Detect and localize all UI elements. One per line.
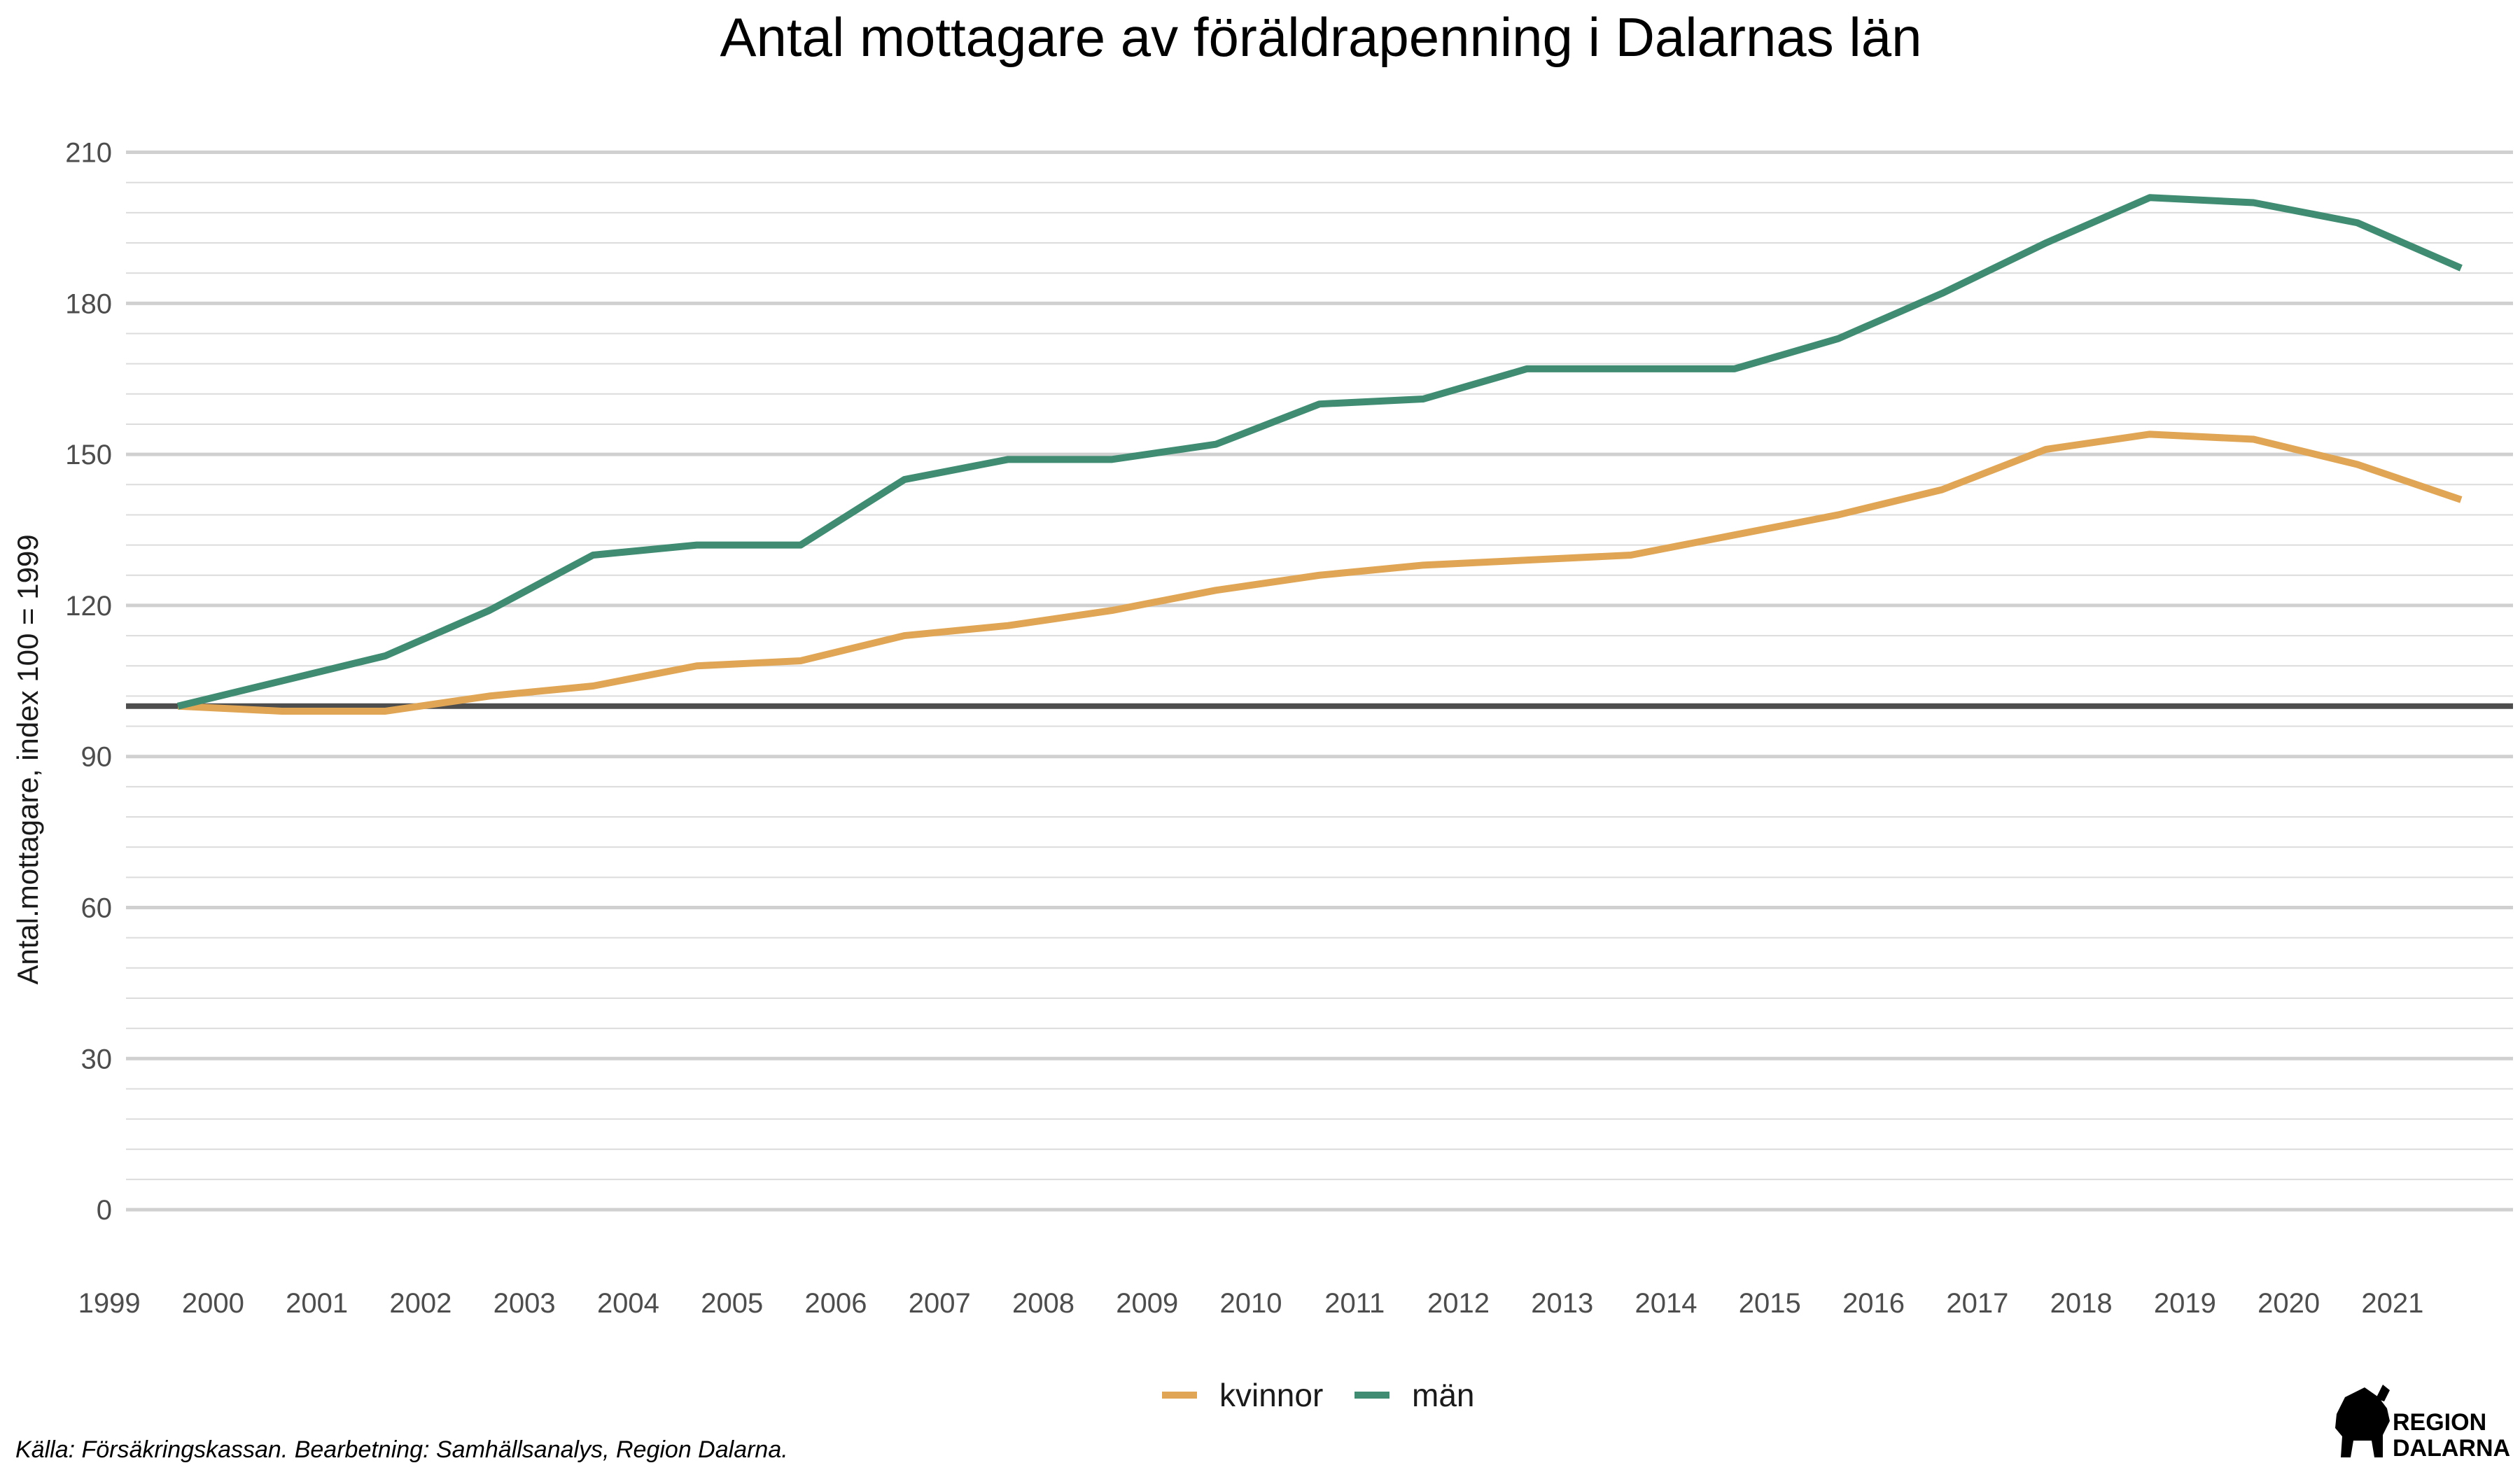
series-lines: [176, 194, 2463, 715]
y-tick-label: 210: [65, 138, 112, 169]
y-tick-label: 180: [65, 288, 112, 319]
series-line-man: [176, 194, 2463, 710]
logo-text-region: REGION: [2393, 1409, 2486, 1436]
x-tick-label: 2007: [909, 1288, 971, 1319]
y-tick-label: 120: [65, 591, 112, 622]
x-tick-label: 2013: [1531, 1288, 1593, 1319]
series-line-kvinnor: [177, 430, 2463, 715]
source-caption: Källa: Försäkringskassan. Bearbetning: S…: [15, 1436, 788, 1463]
y-tick-label: 60: [81, 892, 113, 923]
y-tick-label: 30: [81, 1044, 113, 1074]
x-tick-label: 2014: [1635, 1288, 1698, 1319]
x-tick-label: 2019: [2154, 1288, 2216, 1319]
x-tick-label: 1999: [78, 1288, 141, 1319]
x-tick-label: 2009: [1116, 1288, 1178, 1319]
x-tick-label: 2020: [2258, 1288, 2320, 1319]
region-dalarna-logo: REGION DALARNA: [2335, 1385, 2510, 1462]
chart-title: Antal mottagare av föräldrapenning i Dal…: [720, 6, 1921, 68]
x-tick-label: 2000: [182, 1288, 244, 1319]
x-tick-label: 2015: [1739, 1288, 1801, 1319]
x-tick-label: 2010: [1220, 1288, 1282, 1319]
x-tick-label: 2018: [2050, 1288, 2113, 1319]
legend-label-kvinnor: kvinnor: [1219, 1377, 1323, 1413]
x-tick-label: 2005: [701, 1288, 763, 1319]
x-tick-label: 2011: [1324, 1288, 1385, 1319]
y-tick-label: 0: [97, 1195, 112, 1226]
y-tick-label: 150: [65, 440, 112, 470]
y-axis-ticks: 0 30 60 90 120 150 180 210: [65, 138, 112, 1226]
logo-text-dalarna: DALARNA: [2393, 1435, 2510, 1462]
x-tick-label: 2001: [286, 1288, 348, 1319]
x-tick-label: 2006: [804, 1288, 867, 1319]
x-tick-label: 2017: [1946, 1288, 2008, 1319]
x-tick-label: 2004: [597, 1288, 659, 1319]
y-tick-label: 90: [81, 742, 113, 773]
dala-horse-icon: [2335, 1385, 2390, 1457]
y-axis-label: Antal.mottagare, index 100 = 1999: [11, 534, 44, 984]
x-tick-label: 2003: [493, 1288, 556, 1319]
x-axis-ticks: 1999 2000 2001 2002 2003 2004 2005 2006 2007 2008…: [78, 1288, 2424, 1319]
legend-label-man: män: [1412, 1377, 1474, 1413]
grid: [126, 150, 2513, 1212]
x-tick-label: 2012: [1427, 1288, 1490, 1319]
x-tick-label: 2008: [1012, 1288, 1074, 1319]
legend: kvinnor män: [1162, 1377, 1474, 1413]
x-tick-label: 2002: [389, 1288, 451, 1319]
x-tick-label: 2021: [2361, 1288, 2423, 1319]
x-tick-label: 2016: [1842, 1288, 1905, 1319]
